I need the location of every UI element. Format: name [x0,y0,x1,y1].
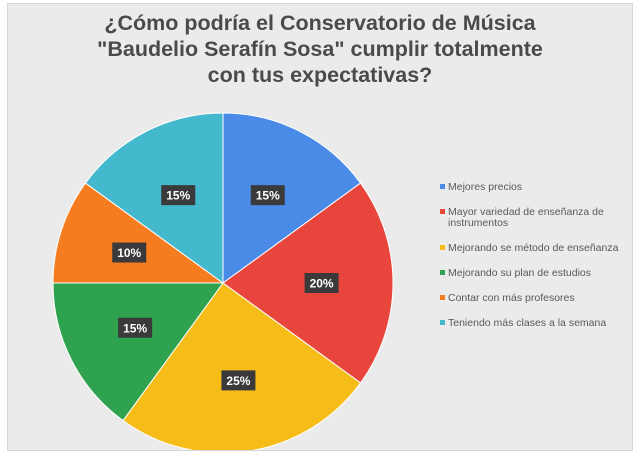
data-label-text: 15% [123,321,147,335]
legend-swatch [440,209,445,214]
data-label-text: 10% [117,246,141,260]
chart-area: ¿Cómo podría el Conservatorio de Música … [8,4,632,450]
legend-label: Contar con más profesores [448,292,575,304]
data-label-text: 20% [310,277,334,291]
data-label-text: 15% [166,189,190,203]
data-label-text: 15% [256,189,280,203]
pie-data-label-2: 20% [304,273,339,293]
legend-item-6: Teniendo más clases a la semana [440,318,636,329]
data-label-box [304,273,339,293]
legend-swatch [440,184,445,189]
chart-title-line-3: con tus expectativas? [207,63,433,87]
legend-item-5: Contar con más profesores [440,293,636,304]
legend-item-1: Mejores precios [440,182,636,193]
legend-label: Mayor variedad de enseñanza de instrumen… [448,206,604,229]
pie-slice-4 [52,282,224,422]
pie-data-labels: 15% 20% 25% 15% 10% 15% [112,185,339,391]
legend-item-3: Mejorando se método de enseñanza [440,243,636,254]
chart-title: ¿Cómo podría el Conservatorio de Música … [28,10,612,88]
legend-swatch [440,320,445,325]
pie-data-label-1: 15% [250,185,285,206]
pie-slices [52,112,394,450]
pie-data-label-3: 25% [221,370,256,391]
data-label-box [112,242,147,263]
pie-slice-1 [222,112,362,284]
legend-item-4: Mejorando su plan de estudios [440,268,636,279]
legend-item-2: Mayor variedad de enseñanza de instrumen… [440,207,636,229]
pie-data-label-4: 15% [118,317,153,338]
legend-swatch [440,295,445,300]
data-label-text: 25% [226,374,250,388]
data-label-box [250,185,285,206]
chart-title-line-1: ¿Cómo podría el Conservatorio de Música [104,11,536,35]
data-label-box [221,370,256,391]
pie-slice-6 [84,112,224,284]
data-label-box [161,185,196,206]
pie-chart: 15% 20% 25% 15% 10% 15% [52,112,394,450]
chart-title-line-2: "Baudelio Serafín Sosa" cumplir totalmen… [97,37,543,61]
legend-label: Mejorando su plan de estudios [448,267,592,279]
pie-slice-5 [52,182,225,284]
legend-label: Mejorando se método de enseñanza [448,242,619,254]
pie-slice-3 [122,282,362,450]
pie-data-label-5: 10% [112,242,147,263]
legend-swatch [440,245,445,250]
chart-legend: Mejores precios Mayor variedad de enseñan… [440,182,636,343]
legend-label: Mejores precios [448,181,523,193]
legend-swatch [440,270,445,275]
data-label-box [118,317,153,338]
legend-label: Teniendo más clases a la semana [448,317,607,329]
pie-data-label-6: 15% [161,185,196,206]
